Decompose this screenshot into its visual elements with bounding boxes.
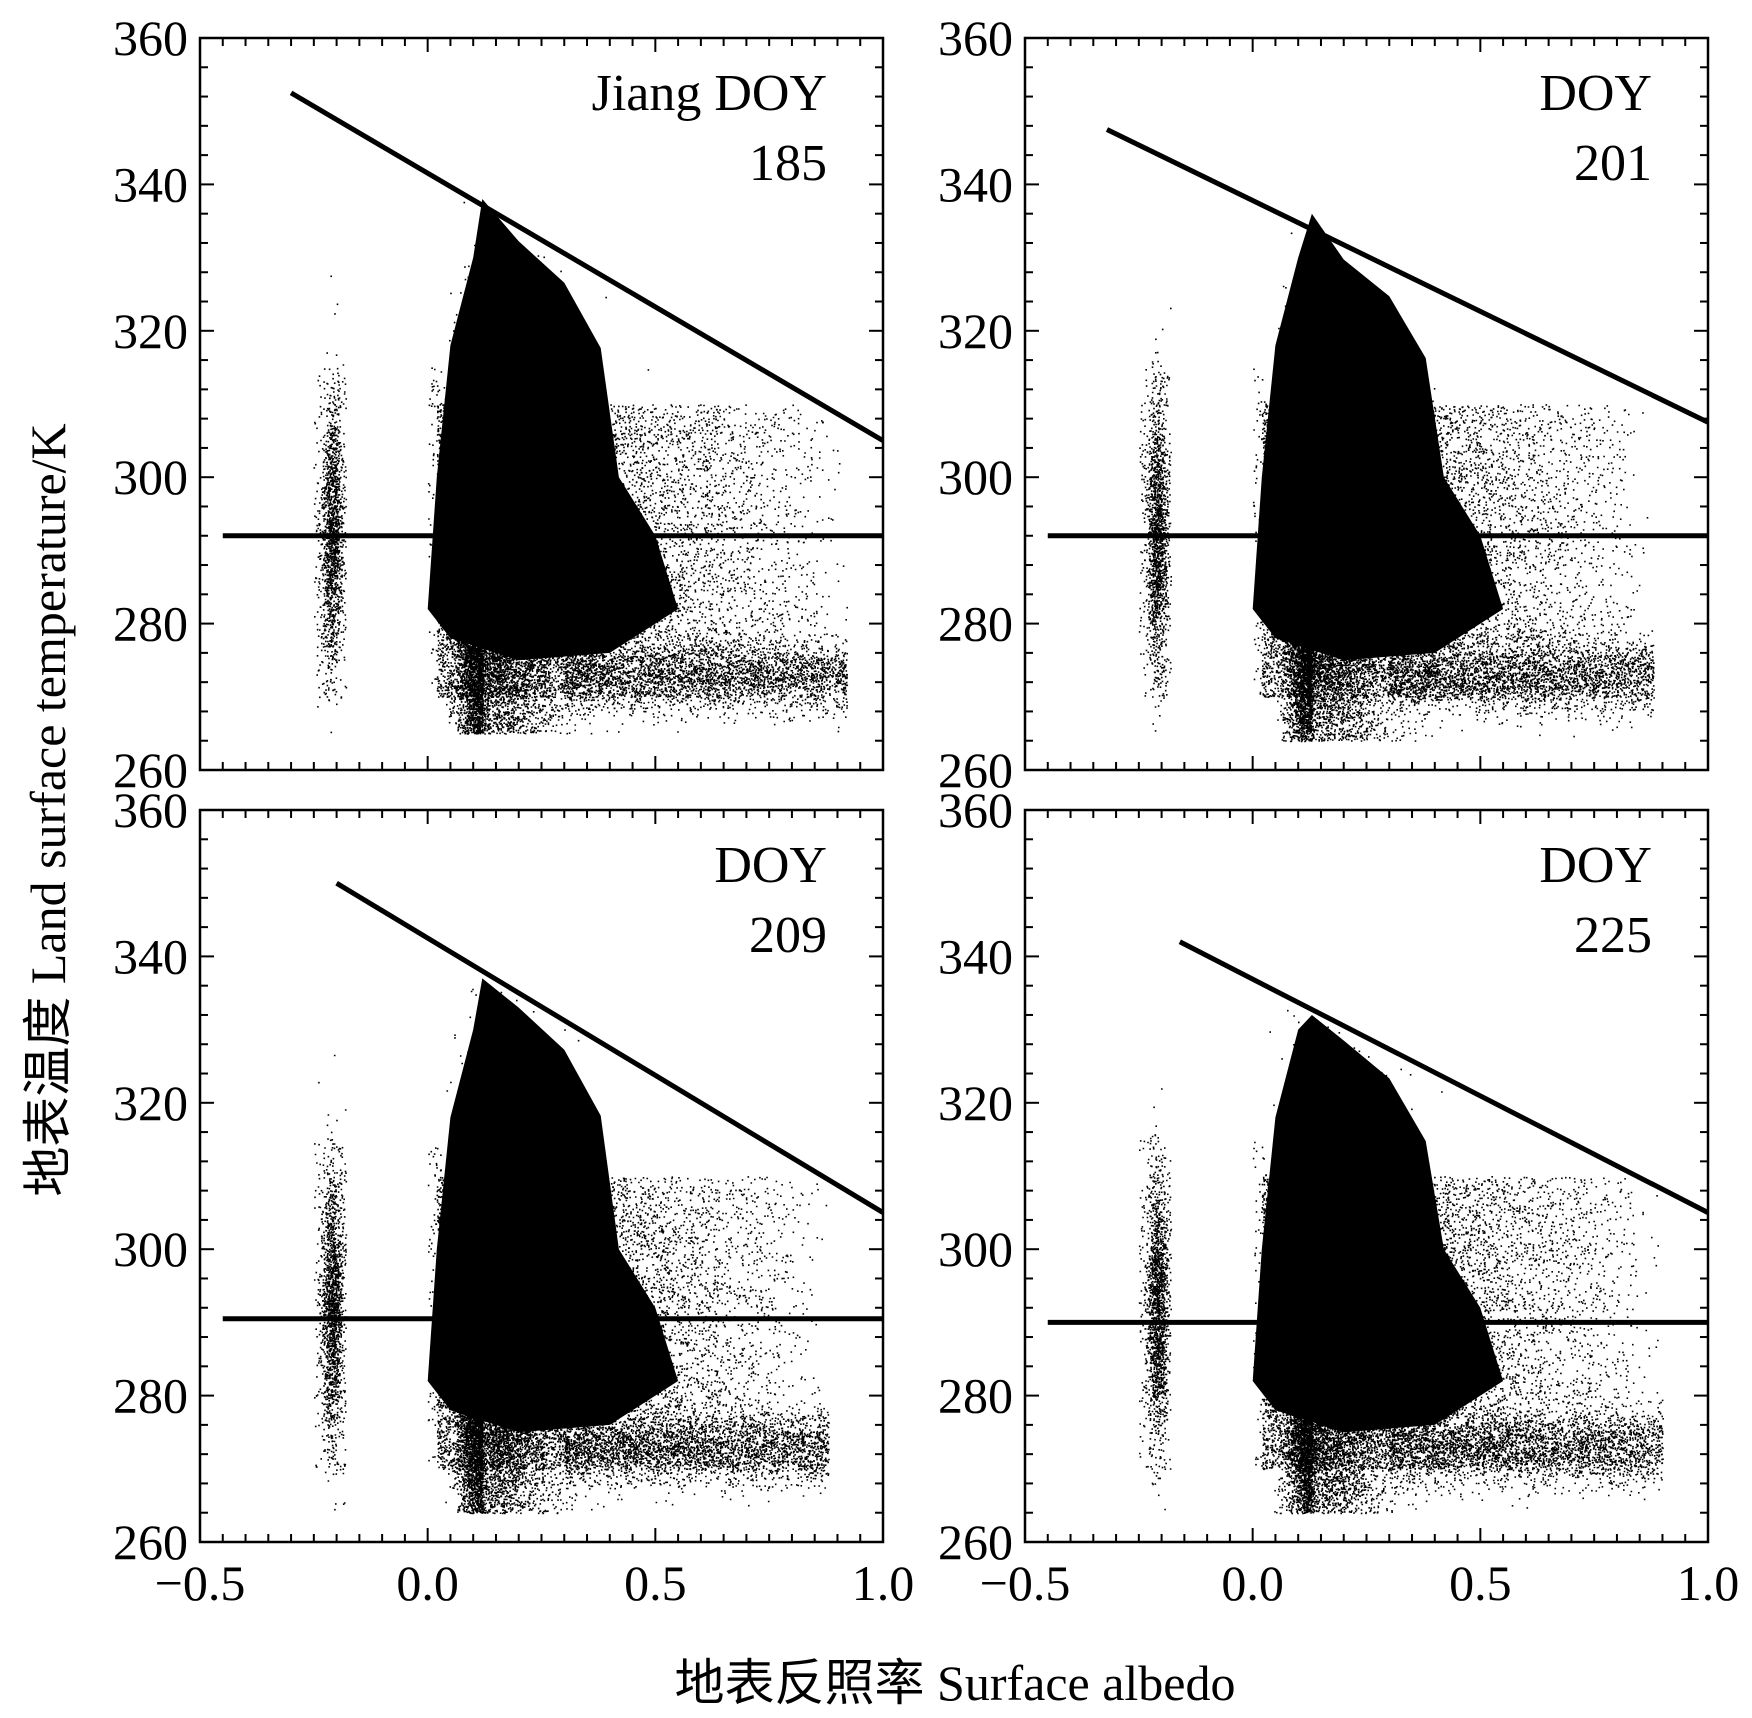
plot-area — [222, 90, 883, 735]
y-tick-label: 320 — [938, 303, 1013, 359]
dry-edge-line — [1105, 127, 1708, 425]
scatter-dense-core — [1252, 213, 1504, 661]
y-tick-label: 260 — [938, 742, 1013, 798]
panel-label-line1: Jiang DOY — [592, 65, 827, 122]
y-tick-label: 340 — [938, 156, 1013, 212]
y-tick-label: 320 — [938, 1075, 1013, 1131]
scatter-dense-core — [427, 199, 679, 661]
y-tick-label: 360 — [938, 782, 1013, 838]
plot-area — [222, 881, 883, 1515]
y-axis-title: 地表温度 Land surface temperature/K — [20, 423, 76, 1196]
plot-area — [1047, 127, 1708, 743]
y-tick-label: 360 — [113, 10, 188, 66]
axis-ticks — [199, 37, 884, 771]
panel-label-line2: 209 — [749, 907, 827, 964]
x-tick-label: 1.0 — [1677, 1555, 1740, 1611]
y-tick-label: 280 — [938, 596, 1013, 652]
scatter-panel-2: 260 280 300 320 340 360 DOY 201 — [938, 10, 1710, 798]
y-tick-label: 280 — [113, 1368, 188, 1424]
x-tick-label: 0.0 — [1221, 1555, 1284, 1611]
scatter-dense-core — [427, 978, 679, 1433]
dry-edge-line — [289, 90, 883, 443]
scatter-panel-3: 260 280 300 320 340 360 −0.5 0.0 0.5 1.0 DOY 209 — [113, 782, 914, 1611]
panel-label-line2: 225 — [1574, 907, 1652, 964]
plot-area — [1047, 939, 1708, 1515]
x-tick-label: −0.5 — [155, 1555, 246, 1611]
y-tick-label: 320 — [113, 1075, 188, 1131]
y-tick-label: 260 — [938, 1514, 1013, 1570]
y-tick-label: 260 — [113, 1514, 188, 1570]
y-tick-label: 340 — [113, 928, 188, 984]
x-tick-label: −0.5 — [980, 1555, 1071, 1611]
panel-label-line1: DOY — [1539, 837, 1652, 894]
panel-label-line2: 201 — [1574, 135, 1652, 192]
x-tick-label: 1.0 — [852, 1555, 915, 1611]
panel-label-line1: DOY — [1539, 65, 1652, 122]
panel-label-line2: 185 — [749, 135, 827, 192]
dry-edge-line — [1178, 939, 1708, 1215]
x-tick-label: 0.5 — [624, 1555, 687, 1611]
dry-edge-line — [335, 881, 883, 1215]
panel-label-line1: DOY — [714, 837, 827, 894]
y-tick-label: 280 — [938, 1368, 1013, 1424]
y-tick-label: 300 — [113, 449, 188, 505]
axis-ticks — [1024, 37, 1709, 771]
x-axis-title: 地表反照率 Surface albedo — [675, 1655, 1236, 1711]
axis-ticks — [199, 809, 884, 1543]
scatter-dense-core — [1252, 1015, 1504, 1433]
y-tick-label: 340 — [938, 928, 1013, 984]
scatter-panel-1: 260 280 300 320 340 360 Jiang DOY 185 — [113, 10, 885, 798]
y-tick-label: 320 — [113, 303, 188, 359]
x-tick-label: 0.5 — [1449, 1555, 1512, 1611]
y-tick-label: 300 — [113, 1221, 188, 1277]
y-tick-label: 360 — [938, 10, 1013, 66]
y-tick-label: 280 — [113, 596, 188, 652]
scatter-panel-4: 260 280 300 320 340 360 −0.5 0.0 0.5 1.0 DOY 225 — [938, 782, 1739, 1611]
y-tick-label: 300 — [938, 449, 1013, 505]
x-tick-label: 0.0 — [396, 1555, 459, 1611]
axis-ticks — [1024, 809, 1709, 1543]
y-tick-label: 300 — [938, 1221, 1013, 1277]
y-tick-label: 260 — [113, 742, 188, 798]
y-tick-label: 340 — [113, 156, 188, 212]
y-tick-label: 360 — [113, 782, 188, 838]
